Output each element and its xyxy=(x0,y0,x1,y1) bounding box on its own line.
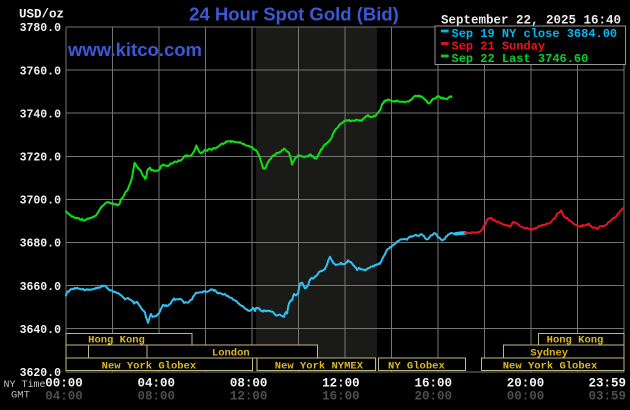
svg-text:3680.0: 3680.0 xyxy=(20,238,62,251)
svg-text:24 Hour Spot Gold (Bid): 24 Hour Spot Gold (Bid) xyxy=(189,4,399,25)
svg-text:20:00: 20:00 xyxy=(414,390,452,404)
svg-text:Sep 19 NY close 3684.00: Sep 19 NY close 3684.00 xyxy=(452,27,618,41)
svg-text:New York NYMEX: New York NYMEX xyxy=(275,360,364,372)
svg-text:20:00: 20:00 xyxy=(507,377,545,391)
svg-text:12:00: 12:00 xyxy=(230,390,268,404)
svg-text:September 22, 2025 16:40: September 22, 2025 16:40 xyxy=(441,14,621,28)
svg-text:3640.0: 3640.0 xyxy=(20,324,62,337)
svg-text:3720.0: 3720.0 xyxy=(20,152,62,165)
svg-text:Sydney: Sydney xyxy=(530,348,569,360)
svg-text:3620.0: 3620.0 xyxy=(20,367,62,380)
svg-text:03:59: 03:59 xyxy=(588,390,626,404)
svg-text:16:00: 16:00 xyxy=(414,377,452,391)
svg-text:GMT: GMT xyxy=(11,390,30,402)
svg-text:23:59: 23:59 xyxy=(588,377,626,391)
svg-text:3760.0: 3760.0 xyxy=(20,65,62,78)
svg-text:3660.0: 3660.0 xyxy=(20,281,62,294)
svg-text:3700.0: 3700.0 xyxy=(20,195,62,208)
svg-text:NY Globex: NY Globex xyxy=(388,360,445,372)
svg-text:08:00: 08:00 xyxy=(230,377,268,391)
svg-text:00:00: 00:00 xyxy=(45,377,83,391)
svg-text:Sep 22 Last 3746.60: Sep 22 Last 3746.60 xyxy=(452,52,589,66)
svg-text:3740.0: 3740.0 xyxy=(20,108,62,121)
svg-text:USD/oz: USD/oz xyxy=(19,8,64,22)
svg-text:New York Globex: New York Globex xyxy=(503,360,598,372)
svg-text:08:00: 08:00 xyxy=(138,390,176,404)
svg-text:Sep 21 Sunday: Sep 21 Sunday xyxy=(452,39,546,53)
svg-text:Hong Kong: Hong Kong xyxy=(547,335,604,347)
svg-text:www.kitco.com: www.kitco.com xyxy=(67,39,202,60)
svg-text:12:00: 12:00 xyxy=(322,377,360,391)
svg-text:3780.0: 3780.0 xyxy=(20,22,62,35)
svg-text:New York Globex: New York Globex xyxy=(102,360,197,372)
svg-text:00:00: 00:00 xyxy=(507,390,545,404)
svg-text:Hong Kong: Hong Kong xyxy=(88,335,145,347)
svg-text:04:00: 04:00 xyxy=(45,390,83,404)
svg-text:16:00: 16:00 xyxy=(322,390,360,404)
svg-text:04:00: 04:00 xyxy=(138,377,176,391)
svg-text:NY Time: NY Time xyxy=(4,379,46,391)
svg-text:London: London xyxy=(212,348,250,360)
